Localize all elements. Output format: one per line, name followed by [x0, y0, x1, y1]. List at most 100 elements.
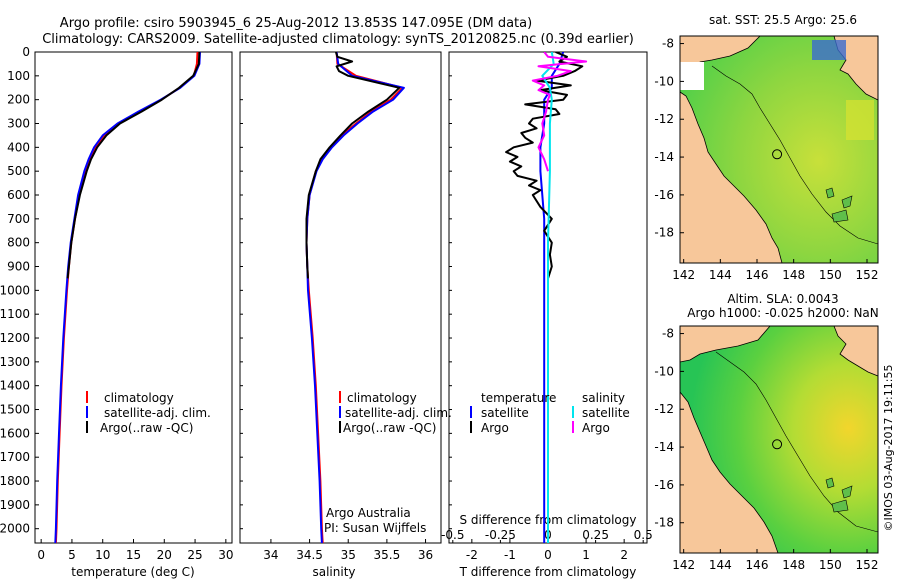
- salinity-legend: climatology satellite-adj. clim. Argo(..…: [339, 391, 452, 435]
- salinity-tick-label: 35: [341, 548, 356, 562]
- salinity-tick-label: 36: [418, 548, 433, 562]
- s-difference-tick-label: 0.25: [582, 528, 609, 542]
- temperature-tick-label: 20: [157, 548, 172, 562]
- depth-tick-label: 1900: [0, 498, 30, 512]
- series-line-argo-raw-qc-: [66, 52, 201, 279]
- sla-map-lon-tick-label: 144: [709, 558, 732, 572]
- sla-map-lon-tick-label: 146: [746, 558, 769, 572]
- temperature-x-axis: 0 5 10 15 20 25 30: [37, 539, 233, 562]
- sst-map-reef-islands: [825, 187, 853, 223]
- series-line-temperature-satellite: [539, 52, 565, 543]
- sla-map-lon-tick-label: 152: [856, 558, 879, 572]
- sst-map-lon-tick-label: 152: [856, 268, 879, 282]
- legend-climatology-label: climatology: [104, 391, 174, 405]
- sla-map-lon-tick-label: 150: [819, 558, 842, 572]
- depth-tick-label: 700: [7, 212, 30, 226]
- sst-map-missing-patch: [680, 62, 704, 90]
- sla-map-lat-tick-label: -12: [654, 402, 674, 416]
- sla-map-title-line2: Argo h1000: -0.025 h2000: NaN: [687, 306, 879, 320]
- temperature-tick-label: 25: [187, 548, 202, 562]
- sst-map-frame: [679, 35, 879, 264]
- temperature-tick-label: 30: [218, 548, 233, 562]
- temperature-tick-label: 0: [37, 548, 45, 562]
- temperature-tick-label: 5: [68, 548, 76, 562]
- depth-tick-label: 900: [7, 260, 30, 274]
- sst-map-lon-tick-label: 148: [782, 268, 805, 282]
- depth-tick-label: 1300: [0, 355, 30, 369]
- sst-map-lon-tick-label: 144: [709, 268, 732, 282]
- depth-axis: 0 100 200 300 400 500 600 700 800 900 1000 1100 1200…: [0, 45, 452, 536]
- series-line-satellite-adj-clim-: [54, 52, 201, 543]
- depth-tick-label: 500: [7, 164, 30, 178]
- legend-t-argo-label: Argo: [481, 421, 509, 435]
- sst-map-lat-tick-label: -12: [654, 112, 674, 126]
- s-difference-tick-label: 0.5: [634, 528, 653, 542]
- legend-climatology-label: climatology: [347, 391, 417, 405]
- temperature-tick-label: 10: [95, 548, 110, 562]
- sla-map-reef-outline: [715, 351, 879, 533]
- sst-map-lon-tick-label: 142: [672, 268, 695, 282]
- legend-s-satellite-label: satellite: [582, 406, 630, 420]
- salinity-x-axis: 34 34.5 35 35.5 36: [263, 539, 433, 562]
- depth-tick-label: 1400: [0, 379, 30, 393]
- sla-map-lat-tick-label: -8: [662, 327, 674, 341]
- s-difference-tick-label: -0.5: [441, 528, 464, 542]
- sla-map-frame: [679, 325, 879, 554]
- depth-tick-label: 0: [22, 45, 30, 59]
- sst-map-lat-tick-label: -14: [654, 150, 674, 164]
- sst-map: [679, 35, 879, 264]
- depth-tick-label: 1200: [0, 331, 30, 345]
- series-line-temperature-argo: [505, 52, 584, 279]
- salinity-series: [305, 52, 405, 543]
- series-line-salinity-argo: [531, 52, 588, 172]
- difference-tick-label: 1: [582, 548, 590, 562]
- depth-tick-label: 1500: [0, 403, 30, 417]
- imos-credit: ©IMOS 03-Aug-2017 19:11:55: [882, 365, 895, 532]
- sla-map-argo-marker: [772, 439, 783, 450]
- sst-map-hot-patch: [812, 40, 846, 60]
- legend-salinity-heading: salinity: [582, 391, 625, 405]
- notes-line1: Argo Australia: [326, 506, 411, 520]
- sst-map-lat-tick-label: -18: [654, 226, 674, 240]
- header-title-line1: Argo profile: csiro 5903945_6 25-Aug-201…: [60, 16, 532, 31]
- sla-map-lat-tick-label: -14: [654, 440, 674, 454]
- difference-x-axis: -2 -1 0 1 2-0.5 -0.25 0 0.25 0.5: [441, 528, 653, 562]
- temperature-series: [54, 52, 201, 543]
- depth-tick-label: 1000: [0, 283, 30, 297]
- sst-map-land-australia: [679, 91, 783, 264]
- series-line-argo-raw-qc-: [305, 52, 401, 279]
- sla-map-lon-tick-label: 148: [782, 558, 805, 572]
- salinity-x-axis-label: salinity: [312, 565, 355, 579]
- depth-tick-label: 1600: [0, 426, 30, 440]
- depth-tick-label: 800: [7, 236, 30, 250]
- notes-line2: PI: Susan Wijffels: [324, 521, 426, 535]
- depth-tick-label: 200: [7, 93, 30, 107]
- temperature-legend: climatology satellite-adj. clim. Argo(..…: [86, 391, 211, 435]
- temperature-tick-label: 15: [126, 548, 141, 562]
- legend-s-argo-label: Argo: [582, 421, 610, 435]
- difference-tick-label: 2: [620, 548, 628, 562]
- sla-map: [679, 325, 879, 554]
- temperature-plot-frame: [34, 51, 233, 544]
- legend-satellite-label: satellite-adj. clim.: [345, 406, 452, 420]
- difference-tick-label: -1: [504, 548, 516, 562]
- sla-map-land-australia: [679, 390, 779, 554]
- sla-map-lat-tick-label: -16: [654, 478, 674, 492]
- sst-map-lon-tick-label: 146: [746, 268, 769, 282]
- sst-map-reef-outline: [711, 65, 879, 245]
- legend-argo-label: Argo(..raw -QC): [343, 421, 436, 435]
- legend-temperature-heading: temperature: [481, 391, 556, 405]
- depth-tick-label: 1800: [0, 474, 30, 488]
- sst-map-warm-patch: [846, 100, 874, 140]
- depth-tick-label: 600: [7, 188, 30, 202]
- depth-tick-label: 1700: [0, 450, 30, 464]
- salinity-tick-label: 34.5: [296, 548, 323, 562]
- salinity-tick-label: 34: [263, 548, 278, 562]
- legend-argo-label: Argo(..raw -QC): [100, 421, 193, 435]
- sla-map-title-line1: Altim. SLA: 0.0043: [727, 292, 838, 306]
- salinity-tick-label: 35.5: [374, 548, 401, 562]
- sla-map-reef-islands: [825, 477, 853, 513]
- series-line-satellite-adj-clim-: [305, 52, 405, 543]
- sla-map-lat-tick-label: -10: [654, 364, 674, 378]
